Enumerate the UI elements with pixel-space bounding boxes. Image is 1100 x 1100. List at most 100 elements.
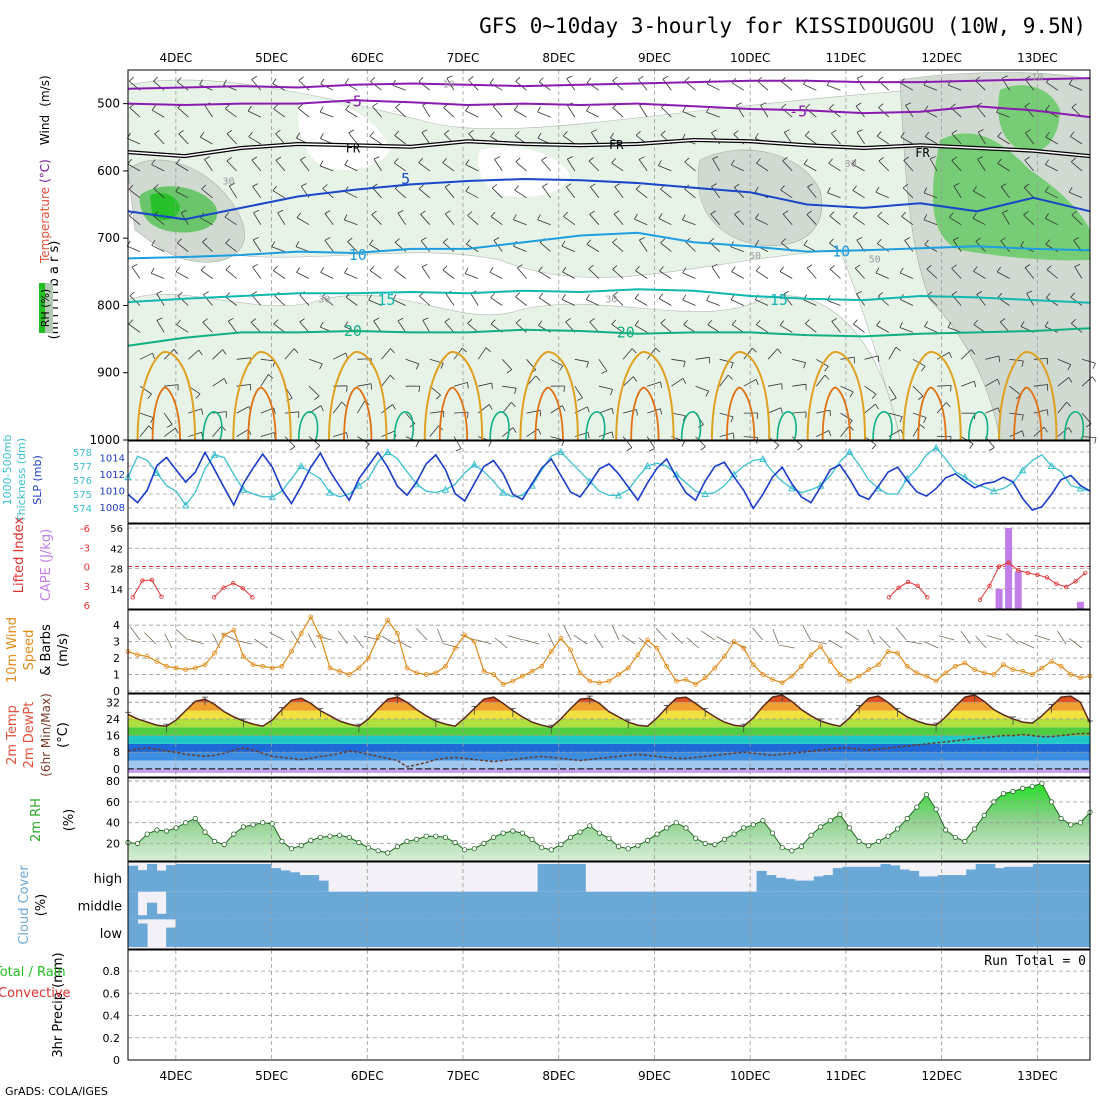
wind-speed-marker <box>770 677 775 682</box>
wind-barb <box>682 111 696 118</box>
wind-barb-flag <box>271 241 275 247</box>
cloud-row-label: high <box>94 872 122 887</box>
wind-barb <box>888 385 897 399</box>
wind-barb <box>731 82 745 91</box>
wind-barb <box>227 320 237 333</box>
wind-barb <box>706 300 720 306</box>
wind-barb-flag <box>565 318 571 323</box>
cloud-cell <box>537 864 548 892</box>
wind-barb <box>903 160 914 172</box>
wind-barb <box>513 245 527 252</box>
wind-barb-flag <box>368 294 373 301</box>
wind-barb-flag <box>538 266 543 272</box>
wind-barb-flag <box>1068 427 1073 433</box>
wind-barb <box>638 239 648 252</box>
wind-barb <box>395 107 406 118</box>
wind-barb-flag <box>681 441 685 447</box>
wind-barb <box>127 137 141 145</box>
cloud-cell <box>1080 919 1091 947</box>
wind-barb <box>563 216 576 226</box>
cloud-cell <box>566 891 577 920</box>
cloud-cell <box>594 919 605 947</box>
wind10-barbs-label: & Barbs <box>39 624 54 676</box>
thickness-marker <box>499 488 508 496</box>
lifted-index-marker <box>886 595 892 600</box>
wind-barb-flag <box>147 393 152 399</box>
wind-barb-flag <box>393 158 399 164</box>
wind-barb-10m <box>269 632 284 641</box>
rh-marker <box>991 799 997 805</box>
cloud-cell <box>280 919 291 947</box>
wind-barb <box>646 436 656 449</box>
cloud-cell <box>347 891 358 920</box>
isotherm-30-loop <box>247 386 277 441</box>
wind-barb <box>634 325 648 333</box>
wind-barb-flag <box>586 239 592 245</box>
wind-speed-marker <box>192 665 198 671</box>
wind-barb <box>491 187 503 199</box>
wind-barb <box>638 159 648 172</box>
wind-barb-flag <box>635 265 640 272</box>
wind-speed-marker <box>346 672 352 677</box>
wind-barb-flag <box>1073 237 1080 241</box>
wind-barb-flag <box>153 184 159 189</box>
temp-bands <box>128 695 1090 773</box>
wind-barb <box>445 293 455 306</box>
wind-barb-flag <box>876 131 882 137</box>
wind-barb-flag <box>468 76 474 81</box>
cloud-cell <box>928 876 939 892</box>
wind-barb-flag <box>344 78 350 84</box>
wind-barb-flag <box>229 183 235 187</box>
wind-barb-flag <box>1023 183 1030 188</box>
wind-barb-10m <box>716 636 731 645</box>
wind-barb <box>272 190 286 199</box>
wind-speed-line <box>127 615 1091 686</box>
wind-barb-flag <box>730 362 734 369</box>
thickness-line <box>127 446 1091 507</box>
wind-barb-flag <box>903 156 909 161</box>
wind-barb <box>464 273 479 279</box>
wind-barb <box>829 268 841 279</box>
precip-tick-label: 0 <box>113 1054 120 1067</box>
wind-barb <box>295 246 310 252</box>
cloud-cell <box>1013 919 1024 947</box>
wind-barb-flag <box>390 348 395 354</box>
cloud-cell <box>947 891 958 920</box>
cloud-cell <box>728 891 739 920</box>
pressure-label: 1000 <box>89 433 120 447</box>
wind-barb <box>659 298 672 306</box>
wind-speed-marker <box>164 663 169 669</box>
wind-barb <box>757 80 769 91</box>
wind-barb <box>1000 186 1010 199</box>
wind-barb <box>226 160 237 172</box>
temp-unit-label: (°C) <box>56 722 71 748</box>
cape-bar <box>1014 571 1022 609</box>
wind-barb <box>707 324 720 333</box>
cloud-cell <box>785 919 796 947</box>
wind-barb <box>658 165 672 172</box>
wind-barb-flag <box>515 76 521 82</box>
thickness-slp-frame <box>127 440 1091 524</box>
wind-speed-marker <box>856 673 862 679</box>
isotherm-25-loop <box>136 350 197 441</box>
wind-barb-flag <box>494 156 501 160</box>
cloud-cell <box>575 891 586 920</box>
wind-barb-flag <box>436 394 441 400</box>
wind-barb <box>308 358 323 365</box>
wind-barb <box>541 160 551 172</box>
wind-barb-flag <box>639 237 645 241</box>
wind-barb-10m <box>752 627 763 641</box>
wind-barb <box>574 385 583 399</box>
wind-barb <box>251 294 262 306</box>
wind-barb <box>421 266 431 279</box>
cloud-cell <box>842 891 853 920</box>
wind-barb <box>1069 84 1083 91</box>
wind-barb-flag <box>682 133 686 140</box>
wind-barb <box>537 219 551 226</box>
wind-barb-10m <box>175 629 189 641</box>
wind-barb-flag <box>878 156 884 162</box>
wind-barb <box>397 212 407 225</box>
wind-barb-flag <box>512 427 517 433</box>
wind-barb-flag <box>1091 376 1097 382</box>
wind-barb <box>598 407 613 414</box>
